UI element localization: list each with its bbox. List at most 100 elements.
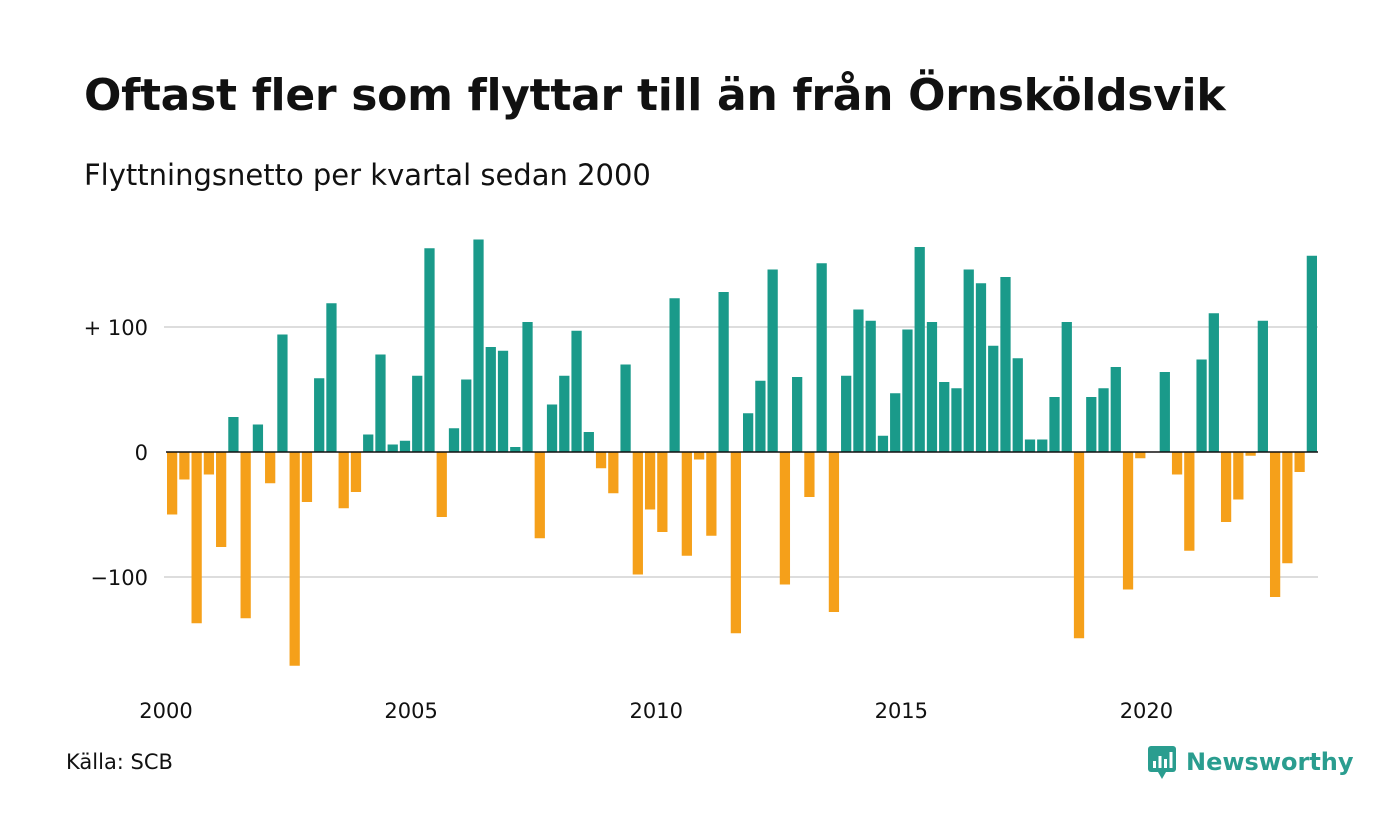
source-note: Källa: SCB <box>66 750 173 774</box>
bar-2008-q4 <box>595 452 607 469</box>
bar-2014-q3 <box>877 435 889 452</box>
bar-2013-q1 <box>804 452 815 497</box>
bar-2000-q2 <box>179 452 190 480</box>
bar-2011-q2 <box>718 292 729 452</box>
bar-2002-q3 <box>289 452 300 666</box>
bar-2020-q4 <box>1184 452 1195 551</box>
bar-2014-q1 <box>853 309 864 452</box>
bar-2010-q3 <box>681 452 692 556</box>
bar-2016-q1 <box>951 388 962 452</box>
brand-logo: Newsworthy <box>1148 744 1354 780</box>
bar-2006-q3 <box>485 347 496 452</box>
x-axis-tick-labels: 2000 2005 2010 2015 2020 <box>139 699 1173 723</box>
bar-2000-q3 <box>191 452 202 624</box>
bar-2009-q3 <box>632 452 643 575</box>
bar-2007-q3 <box>534 452 545 539</box>
bar-2003-q4 <box>350 452 362 492</box>
bar-2013-q4 <box>841 375 852 452</box>
bar-2020-q2 <box>1159 372 1170 452</box>
bar-2005-q2 <box>424 248 435 452</box>
bar-2009-q1 <box>608 452 619 494</box>
bar-2003-q1 <box>314 378 325 452</box>
bar-2000-q4 <box>203 452 215 475</box>
bar-2001-q2 <box>228 417 239 452</box>
bar-2002-q4 <box>301 452 313 502</box>
bar-2009-q4 <box>644 452 656 510</box>
bar-2023-q2 <box>1306 255 1317 452</box>
bar-2022-q2 <box>1257 320 1268 452</box>
bar-2007-q2 <box>522 322 533 452</box>
bar-2015-q3 <box>926 322 938 452</box>
bar-2014-q2 <box>865 320 876 452</box>
bar-2020-q3 <box>1171 452 1183 475</box>
bar-2005-q1 <box>412 375 423 452</box>
bar-2018-q3 <box>1073 452 1085 639</box>
y-tick-label: −100 <box>90 566 148 590</box>
bar-2006-q4 <box>497 350 509 452</box>
bar-2019-q1 <box>1098 388 1109 452</box>
bar-2003-q2 <box>326 303 337 452</box>
bar-2009-q2 <box>620 364 631 452</box>
bar-2008-q1 <box>559 375 570 452</box>
bar-2019-q2 <box>1110 367 1121 452</box>
bar-2022-q4 <box>1282 452 1293 564</box>
bar-2017-q3 <box>1024 439 1036 452</box>
bar-2023-q1 <box>1294 452 1305 472</box>
bar-2008-q3 <box>583 432 594 452</box>
bar-2022-q1 <box>1245 452 1256 456</box>
bar-chart: + 100 0 −100 2000 2005 2010 2015 2020 <box>84 239 1318 723</box>
bar-2001-q3 <box>240 452 251 619</box>
bar-2002-q2 <box>277 334 288 452</box>
bar-2001-q1 <box>216 452 227 547</box>
bar-2015-q1 <box>902 329 913 452</box>
bars <box>167 239 1317 666</box>
bar-2012-q4 <box>792 377 803 452</box>
bar-2003-q3 <box>338 452 349 509</box>
newsworthy-chart-bubble-icon <box>1148 746 1176 779</box>
bar-2019-q3 <box>1122 452 1134 590</box>
bar-2011-q4 <box>743 413 754 452</box>
bar-2013-q2 <box>816 263 827 452</box>
bar-2007-q4 <box>546 404 558 452</box>
bar-2004-q2 <box>375 354 386 452</box>
bar-2021-q2 <box>1208 313 1219 452</box>
x-tick-label: 2015 <box>875 699 928 723</box>
bar-2016-q3 <box>975 283 987 452</box>
bar-2011-q3 <box>730 452 741 634</box>
bar-2008-q2 <box>571 330 582 452</box>
bar-2004-q1 <box>363 434 374 452</box>
bar-2014-q4 <box>890 393 901 452</box>
bar-2021-q3 <box>1220 452 1232 522</box>
bar-2010-q2 <box>669 298 680 452</box>
x-tick-label: 2020 <box>1120 699 1173 723</box>
bar-2010-q1 <box>657 452 668 532</box>
bar-2012-q3 <box>779 452 791 585</box>
chart-title: Oftast fler som flyttar till än från Örn… <box>84 70 1226 121</box>
y-tick-label: + 100 <box>84 316 148 340</box>
bar-2002-q1 <box>265 452 276 484</box>
bar-2010-q4 <box>693 452 705 460</box>
bar-2005-q3 <box>436 452 447 517</box>
bar-2013-q3 <box>828 452 840 612</box>
bar-2004-q3 <box>387 444 398 452</box>
bar-2017-q4 <box>1037 439 1048 452</box>
bar-2018-q2 <box>1061 322 1072 452</box>
bar-2007-q1 <box>510 447 521 452</box>
chart-subtitle: Flyttningsnetto per kvartal sedan 2000 <box>84 158 651 192</box>
bar-2016-q2 <box>963 269 974 452</box>
bar-2022-q3 <box>1269 452 1281 597</box>
bar-2000-q1 <box>167 452 178 515</box>
bar-2017-q2 <box>1012 358 1023 452</box>
bar-2011-q1 <box>706 452 717 536</box>
bar-2005-q4 <box>448 428 460 452</box>
bar-2018-q1 <box>1049 397 1060 452</box>
bar-2021-q4 <box>1233 452 1244 500</box>
brand-name: Newsworthy <box>1186 748 1354 776</box>
bar-2012-q1 <box>755 380 766 452</box>
bar-2015-q4 <box>939 382 950 452</box>
bar-2015-q2 <box>914 247 925 452</box>
x-tick-label: 2005 <box>384 699 437 723</box>
y-axis-tick-labels: + 100 0 −100 <box>84 316 148 590</box>
bar-2012-q2 <box>767 269 778 452</box>
bar-2001-q4 <box>252 424 264 452</box>
